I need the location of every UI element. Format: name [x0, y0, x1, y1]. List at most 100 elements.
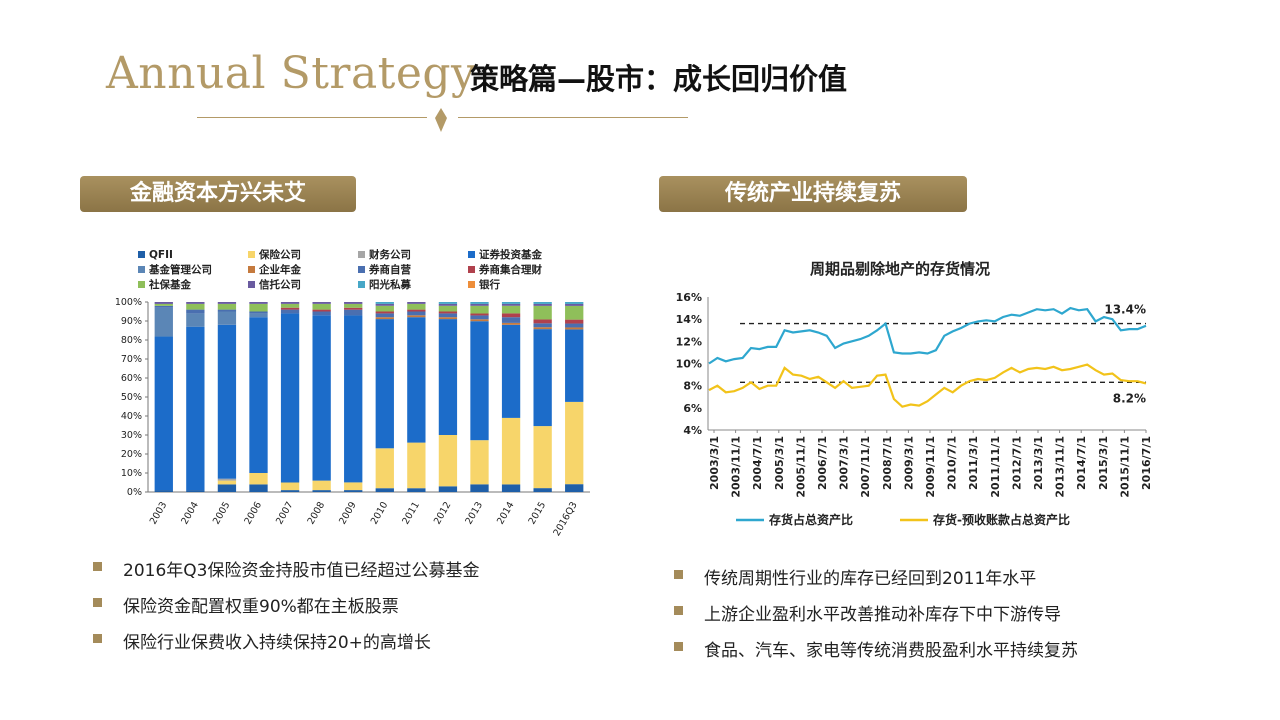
bar-segment [533, 426, 552, 489]
y-tick-label: 14% [676, 313, 702, 326]
legend-label: 信托公司 [259, 278, 301, 291]
bar-segment [375, 488, 394, 492]
brand-title: Annual Strategy [106, 48, 477, 99]
x-tick-label: 2005/3/1 [773, 436, 786, 490]
bar-segment [501, 313, 521, 318]
y-tick-label: 10% [121, 468, 142, 479]
x-tick-label: 2007 [274, 500, 296, 526]
bar-segment [217, 309, 237, 312]
bar-segment [533, 303, 552, 306]
legend-label: 银行 [479, 278, 500, 291]
bar-segment [375, 317, 394, 320]
legend-swatch [138, 281, 145, 288]
legend-label: 证券投资基金 [479, 248, 542, 261]
bar-segment [438, 317, 458, 320]
bar-segment [312, 303, 331, 310]
bar-segment [407, 315, 426, 318]
bar-segment [438, 311, 458, 314]
legend-swatch [468, 251, 475, 258]
bar-segment [565, 303, 584, 306]
y-tick-label: 70% [121, 354, 142, 365]
bar-segment [312, 480, 331, 491]
bar-segment [186, 303, 205, 310]
y-tick-label: 50% [121, 392, 142, 403]
bar-segment [186, 302, 205, 304]
series-line [708, 306, 1147, 365]
bar-segment [375, 302, 394, 304]
legend-label: 社保基金 [148, 278, 191, 291]
bar-segment [501, 322, 521, 325]
x-tick-label: 2004/7/1 [751, 436, 764, 490]
bar-segment [249, 313, 268, 318]
bar-segment [312, 490, 331, 492]
legend-swatch [248, 266, 255, 273]
x-tick-label: 2013 [463, 500, 485, 526]
bar-segment [344, 490, 363, 492]
legend-swatch [468, 266, 475, 273]
list-item: 2016年Q3保险资金持股市值已经超过公募基金 [93, 556, 479, 581]
bar-segment [186, 490, 205, 492]
series-line [708, 363, 1147, 408]
x-tick-label: 2003/11/1 [730, 436, 743, 498]
annotation-label: 13.4% [1104, 303, 1146, 317]
bar-segment [565, 327, 584, 330]
x-tick-label: 2014 [495, 500, 517, 526]
y-tick-label: 30% [121, 430, 142, 441]
bar-segment [186, 326, 205, 491]
x-tick-label: 2008 [306, 500, 328, 526]
bar-segment [217, 303, 237, 310]
list-item: 食品、汽车、家电等传统消费股盈利水平持续复苏 [674, 636, 1078, 661]
bar-segment [344, 303, 363, 308]
left-bullet-list: 2016年Q3保险资金持股市值已经超过公募基金 保险资金配置权重90%都在主板股… [93, 556, 479, 653]
bullet-square-icon [93, 562, 102, 571]
bar-segment [217, 311, 237, 325]
x-tick-label: 2011/11/1 [989, 436, 1002, 498]
bar-segment [375, 303, 394, 306]
page-title: 策略篇—股市：成长回归价值 [470, 62, 848, 96]
y-tick-label: 8% [683, 380, 702, 393]
bullet-square-icon [674, 642, 683, 651]
bar-segment [280, 490, 300, 492]
bar-segment [565, 302, 584, 304]
bar-segment [154, 307, 173, 337]
bar-segment [280, 307, 300, 310]
legend-swatch [468, 281, 475, 288]
legend-swatch [138, 251, 145, 258]
x-tick-label: 2006 [242, 500, 264, 526]
bar-segment [407, 488, 426, 492]
x-tick-label: 2004 [179, 500, 201, 526]
bar-segment [249, 303, 268, 312]
legend-swatch [138, 266, 145, 273]
bar-segment [312, 311, 331, 316]
x-tick-label: 2016/7/1 [1140, 436, 1153, 490]
list-item: 传统周期性行业的库存已经回到2011年水平 [674, 564, 1078, 589]
legend-label: 基金管理公司 [148, 263, 212, 276]
bar-segment [533, 323, 552, 328]
bar-segment [565, 305, 584, 320]
bar-segment [470, 484, 489, 492]
x-tick-label: 2012/7/1 [1010, 436, 1023, 490]
bar-segment [375, 311, 394, 314]
bar-segment [470, 440, 489, 485]
bar-segment [565, 401, 584, 485]
bar-segment [501, 305, 521, 314]
bar-chart-panel: QFII 保险公司 财务公司 证券投资基金 基金管理公司 企业年金 券商自营 券商集合理财 社保… [108, 240, 600, 540]
legend-label: QFII [149, 249, 173, 261]
y-tick-label: 10% [676, 358, 702, 371]
bullet-square-icon [93, 598, 102, 607]
bar-segment [501, 324, 521, 418]
x-tick-label: 2013/11/1 [1054, 436, 1067, 498]
bar-segment [249, 317, 268, 473]
bar-segment [375, 448, 394, 489]
list-item: 上游企业盈利水平改善推动补库存下中下游传导 [674, 600, 1078, 625]
bar-segment [565, 319, 584, 324]
y-tick-label: 16% [676, 291, 702, 304]
bar-segment [375, 319, 394, 449]
legend-swatch [248, 251, 255, 258]
bar-segment [407, 442, 426, 489]
x-tick-label: 2010/7/1 [946, 436, 959, 490]
x-tick-label: 2016Q3 [551, 500, 579, 538]
y-tick-label: 4% [683, 424, 702, 437]
y-tick-label: 0% [127, 487, 142, 498]
